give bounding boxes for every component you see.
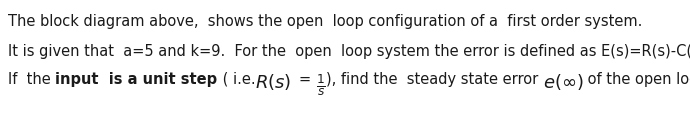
Text: The block diagram above,  shows the open  loop configuration of a  first order s: The block diagram above, shows the open …	[8, 14, 642, 29]
Text: $e(\infty)$: $e(\infty)$	[543, 72, 583, 92]
Text: input  is a unit step: input is a unit step	[55, 72, 217, 87]
Text: ), find the  steady state error: ), find the steady state error	[326, 72, 543, 87]
Text: $\frac{1}{s}$: $\frac{1}{s}$	[316, 72, 326, 97]
Text: If  the: If the	[8, 72, 55, 87]
Text: $R(s)$: $R(s)$	[255, 72, 291, 92]
Text: It is given that  a=5 and k=9.  For the  open  loop system the error is defined : It is given that a=5 and k=9. For the op…	[8, 44, 690, 59]
Text: $=$: $=$	[291, 72, 316, 87]
Text: of the open loop system.: of the open loop system.	[583, 72, 690, 87]
Text: ( i.e.: ( i.e.	[217, 72, 255, 87]
